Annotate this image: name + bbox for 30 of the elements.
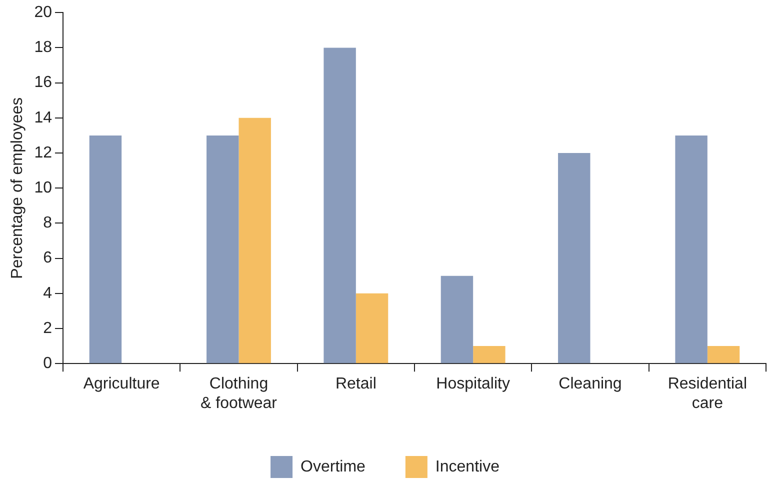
y-tick-label: 2 [43,320,52,337]
y-tick-label: 6 [43,250,52,267]
x-tick-label: Hospitality [436,376,510,393]
bar [558,153,590,364]
y-tick-label: 14 [34,109,52,126]
y-tick-label: 10 [34,180,52,197]
bar [440,276,474,364]
bar [356,293,388,364]
bar [206,135,239,364]
y-tick-label: 18 [34,39,52,56]
y-tick-label: 16 [34,74,52,92]
y-tick-label: 12 [34,144,52,162]
y-tick-label: 20 [34,4,52,22]
x-tick-label: Clothing & footwear [200,376,278,412]
bar [707,346,740,364]
y-tick-label: 4 [43,284,52,302]
bar [89,135,122,364]
legend-label: Overtime [300,458,366,476]
legend-label: Incentive [435,458,500,476]
x-tick-label: Residential care [668,376,747,412]
bar [675,135,708,364]
bar [324,48,356,364]
y-axis-title: Percentage of employees [9,97,26,279]
y-tick-label: 0 [43,355,52,372]
bar [238,118,271,364]
x-tick-label: Agriculture [83,376,160,393]
x-tick-label: Retail [335,376,376,393]
y-tick-label: 8 [43,214,52,232]
bar [473,346,506,364]
x-tick-label: Cleaning [558,376,622,393]
